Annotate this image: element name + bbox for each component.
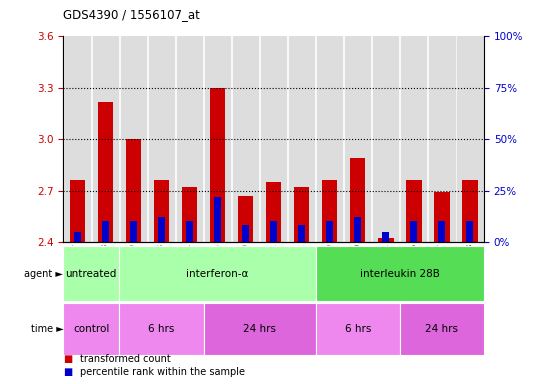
Bar — [466, 221, 474, 242]
Bar — [158, 217, 165, 242]
Text: 6 hrs: 6 hrs — [148, 324, 174, 334]
Bar — [74, 232, 81, 242]
Bar — [345, 36, 370, 242]
Bar — [430, 36, 454, 242]
Bar — [289, 36, 314, 242]
Bar — [350, 158, 366, 242]
Text: 24 hrs: 24 hrs — [243, 324, 276, 334]
Bar — [316, 303, 400, 355]
Bar — [233, 36, 258, 242]
Bar — [119, 303, 204, 355]
Bar — [119, 246, 316, 301]
Text: ■: ■ — [63, 354, 73, 364]
Bar — [462, 180, 478, 242]
Bar — [149, 36, 174, 242]
Bar — [102, 221, 109, 242]
Bar — [434, 192, 450, 242]
Bar — [69, 180, 85, 242]
Bar — [177, 36, 202, 242]
Bar — [382, 232, 389, 242]
Bar — [65, 36, 90, 242]
Bar — [316, 246, 484, 301]
Bar — [261, 36, 286, 242]
Bar — [317, 36, 342, 242]
Text: control: control — [73, 324, 109, 334]
Bar — [458, 36, 482, 242]
Bar — [373, 36, 398, 242]
Bar — [210, 88, 226, 242]
Bar — [406, 180, 422, 242]
Text: interleukin 28B: interleukin 28B — [360, 268, 440, 279]
Text: ■: ■ — [63, 367, 73, 377]
Bar — [205, 36, 230, 242]
Bar — [354, 217, 361, 242]
Bar — [121, 36, 146, 242]
Bar — [410, 221, 417, 242]
Text: untreated: untreated — [65, 268, 117, 279]
Bar — [270, 221, 277, 242]
Bar — [322, 180, 338, 242]
Bar — [294, 187, 310, 242]
Bar — [326, 221, 333, 242]
Bar — [63, 303, 119, 355]
Bar — [182, 187, 197, 242]
Bar — [238, 196, 254, 242]
Bar — [93, 36, 118, 242]
Bar — [97, 101, 113, 242]
Bar — [242, 225, 249, 242]
Text: interferon-α: interferon-α — [186, 268, 249, 279]
Text: 6 hrs: 6 hrs — [345, 324, 371, 334]
Bar — [153, 180, 169, 242]
Bar — [378, 238, 394, 242]
Bar — [125, 139, 141, 242]
Bar — [400, 303, 484, 355]
Bar — [130, 221, 137, 242]
Text: GDS4390 / 1556107_at: GDS4390 / 1556107_at — [63, 8, 200, 21]
Text: 24 hrs: 24 hrs — [426, 324, 459, 334]
Bar — [186, 221, 193, 242]
Bar — [214, 197, 221, 242]
Bar — [63, 246, 119, 301]
Bar — [438, 221, 446, 242]
Bar — [266, 182, 282, 242]
Text: agent ►: agent ► — [24, 268, 63, 279]
Bar — [402, 36, 426, 242]
Text: percentile rank within the sample: percentile rank within the sample — [80, 367, 245, 377]
Text: transformed count: transformed count — [80, 354, 170, 364]
Bar — [204, 303, 316, 355]
Bar — [298, 225, 305, 242]
Text: time ►: time ► — [30, 324, 63, 334]
